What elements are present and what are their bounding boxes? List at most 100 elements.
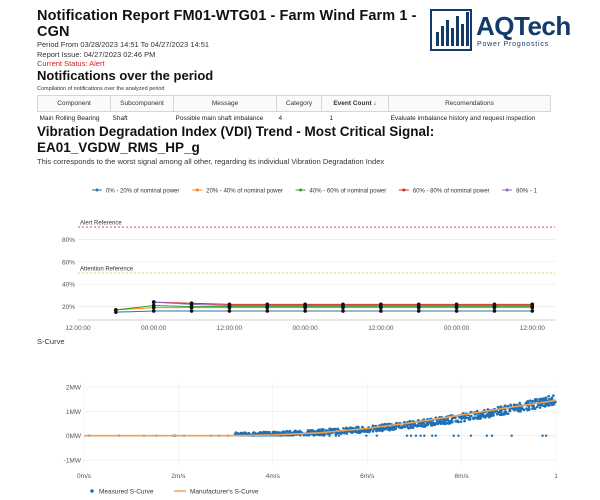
- data-point: [409, 423, 412, 427]
- data-point: [499, 410, 503, 413]
- data-point: [459, 420, 463, 423]
- x-tick-label: 00:00:00: [292, 325, 318, 332]
- y-tick-label: 2MW: [66, 384, 82, 391]
- data-point: [535, 405, 539, 409]
- data-point: [375, 428, 379, 432]
- data-point: [405, 434, 409, 437]
- reference-label-0: Alert Reference: [80, 221, 122, 227]
- series-line-0: [115, 310, 533, 313]
- data-point: [419, 434, 422, 437]
- data-point: [538, 406, 542, 409]
- data-point: [533, 407, 537, 410]
- data-point: [379, 309, 383, 313]
- data-point: [502, 413, 505, 416]
- data-point: [447, 421, 451, 425]
- data-point: [454, 303, 459, 308]
- data-point: [342, 426, 345, 430]
- notifications-subtitle: Compilation of notifications over the an…: [37, 86, 165, 92]
- data-point: [343, 431, 346, 434]
- table-row: Main Rolling Bearing Shaft Possible main…: [38, 112, 551, 126]
- data-point: [441, 418, 445, 421]
- x-tick-label: 12:00:00: [217, 325, 243, 332]
- data-point: [315, 429, 319, 433]
- data-point: [550, 403, 554, 407]
- vdi-description: This corresponds to the worst signal amo…: [37, 157, 385, 166]
- data-point: [265, 309, 270, 313]
- data-point: [227, 309, 232, 313]
- data-point: [308, 429, 312, 432]
- data-point: [531, 407, 534, 410]
- data-point: [328, 434, 331, 437]
- data-point: [379, 428, 383, 432]
- data-point: [298, 433, 302, 437]
- data-point: [464, 416, 468, 420]
- data-point: [457, 434, 460, 437]
- cell-category: 4: [278, 115, 283, 122]
- data-point: [538, 397, 541, 401]
- y-tick-label: -1MW: [64, 458, 82, 465]
- data-point: [508, 409, 511, 412]
- data-point: [550, 396, 554, 400]
- data-point: [341, 309, 345, 313]
- data-point: [416, 309, 421, 313]
- vdi-heading: Vibration Degradation Index (VDI) Trend …: [37, 124, 435, 155]
- data-point: [544, 396, 548, 400]
- data-point: [434, 434, 438, 437]
- column-header-event-count[interactable]: Event Count ↓: [321, 95, 389, 112]
- data-point: [492, 309, 497, 313]
- data-point: [547, 394, 550, 398]
- data-point: [371, 430, 375, 433]
- aqtech-logo: AQTech Power Prognostics: [430, 8, 571, 54]
- series-line-2: [115, 304, 533, 311]
- data-point: [493, 410, 497, 413]
- data-point: [189, 302, 194, 307]
- column-header-category[interactable]: Category: [276, 95, 322, 112]
- data-point: [470, 414, 473, 418]
- reference-label-1: Attention Reference: [80, 266, 134, 272]
- column-header-recommendations[interactable]: Recomendations: [388, 95, 551, 112]
- x-tick-label: 12:00:00: [65, 325, 91, 332]
- data-point: [365, 434, 368, 437]
- data-point: [315, 433, 318, 436]
- legend-label-4: 80% - 1: [516, 189, 537, 195]
- data-point: [467, 416, 471, 420]
- series-line-1: [115, 307, 533, 311]
- data-point: [407, 426, 411, 430]
- data-point: [357, 429, 361, 433]
- data-point: [305, 433, 309, 437]
- manufacturer-curve-line: [84, 399, 557, 437]
- y-tick-label: 1MW: [66, 409, 82, 416]
- data-point: [460, 417, 463, 420]
- data-point: [341, 303, 345, 308]
- data-point: [318, 429, 321, 433]
- y-tick-label: 40%: [62, 282, 75, 289]
- data-point: [527, 405, 531, 408]
- data-point: [488, 415, 491, 419]
- data-point: [423, 434, 426, 437]
- x-tick-label: 0m/s: [77, 473, 92, 480]
- logo-mark-icon: [430, 9, 472, 51]
- data-point: [541, 434, 544, 437]
- vdi-trend-chart: 0% - 20% of nominal power 20% - 40% of no…: [62, 188, 555, 332]
- data-point: [452, 434, 455, 437]
- data-point: [275, 431, 279, 435]
- data-point: [478, 417, 482, 420]
- data-point: [381, 423, 384, 427]
- data-point: [326, 432, 329, 436]
- notifications-heading: Notifications over the period: [37, 68, 214, 83]
- current-status: Current Status: Alert: [37, 59, 105, 68]
- data-point: [431, 434, 434, 437]
- x-tick-label: 8m/s: [455, 473, 470, 480]
- column-header-subcomponent[interactable]: Subcomponent: [110, 95, 174, 112]
- data-point: [519, 409, 522, 413]
- legend-marker-4: [505, 188, 509, 192]
- column-header-message[interactable]: Message: [173, 95, 277, 112]
- data-point: [361, 425, 364, 429]
- data-point: [393, 426, 397, 430]
- data-point: [281, 430, 285, 433]
- data-point: [151, 300, 156, 304]
- data-point: [528, 408, 531, 411]
- notifications-table: Component Subcomponent Message Category …: [37, 95, 551, 125]
- column-header-component[interactable]: Component: [37, 95, 111, 112]
- data-point: [411, 425, 415, 429]
